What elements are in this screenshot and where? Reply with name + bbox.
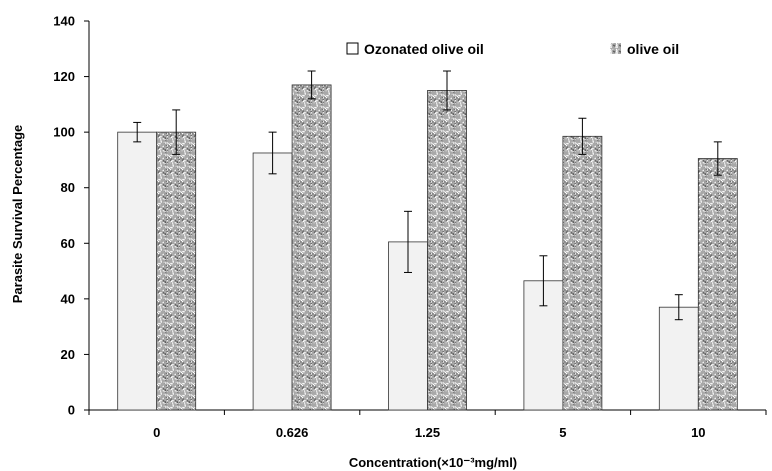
x-tick-label: 5 xyxy=(559,425,566,440)
y-tick-label: 20 xyxy=(61,347,75,362)
legend-label: olive oil xyxy=(627,41,679,57)
legend-swatch xyxy=(610,43,621,54)
y-tick-label: 60 xyxy=(61,236,75,251)
y-tick-label: 120 xyxy=(53,69,75,84)
bar-olive-oil xyxy=(562,135,603,411)
legend-label: Ozonated olive oil xyxy=(364,41,484,57)
bar-olive-oil xyxy=(427,90,467,411)
bar-ozonated-olive-oil xyxy=(252,152,293,411)
bar-olive-oil xyxy=(697,158,738,411)
x-tick-label: 0 xyxy=(153,425,160,440)
y-tick-label: 140 xyxy=(53,14,75,29)
x-tick-label: 10 xyxy=(691,425,705,440)
bar-ozonated-olive-oil xyxy=(117,131,158,411)
y-tick-label: 80 xyxy=(61,180,75,195)
y-tick-label: 40 xyxy=(61,291,75,306)
legend-swatch xyxy=(346,42,359,55)
x-tick-label: 0.626 xyxy=(276,425,309,440)
bar-ozonated-olive-oil xyxy=(658,306,699,411)
x-tick-label: 1.25 xyxy=(415,425,440,440)
plot-area: 0 20 40 60 80 100 120 140 0 0.626 1.25 5 10 Ozonated … xyxy=(53,14,767,440)
y-axis-title: Parasite Survival Percentage xyxy=(10,125,25,304)
bar-olive-oil xyxy=(156,131,197,411)
bar-olive-oil xyxy=(291,84,332,411)
y-tick-label: 0 xyxy=(68,403,75,418)
y-tick-label: 100 xyxy=(53,125,75,140)
x-axis-title: Concentration(×10⁻³mg/ml) xyxy=(349,455,517,470)
